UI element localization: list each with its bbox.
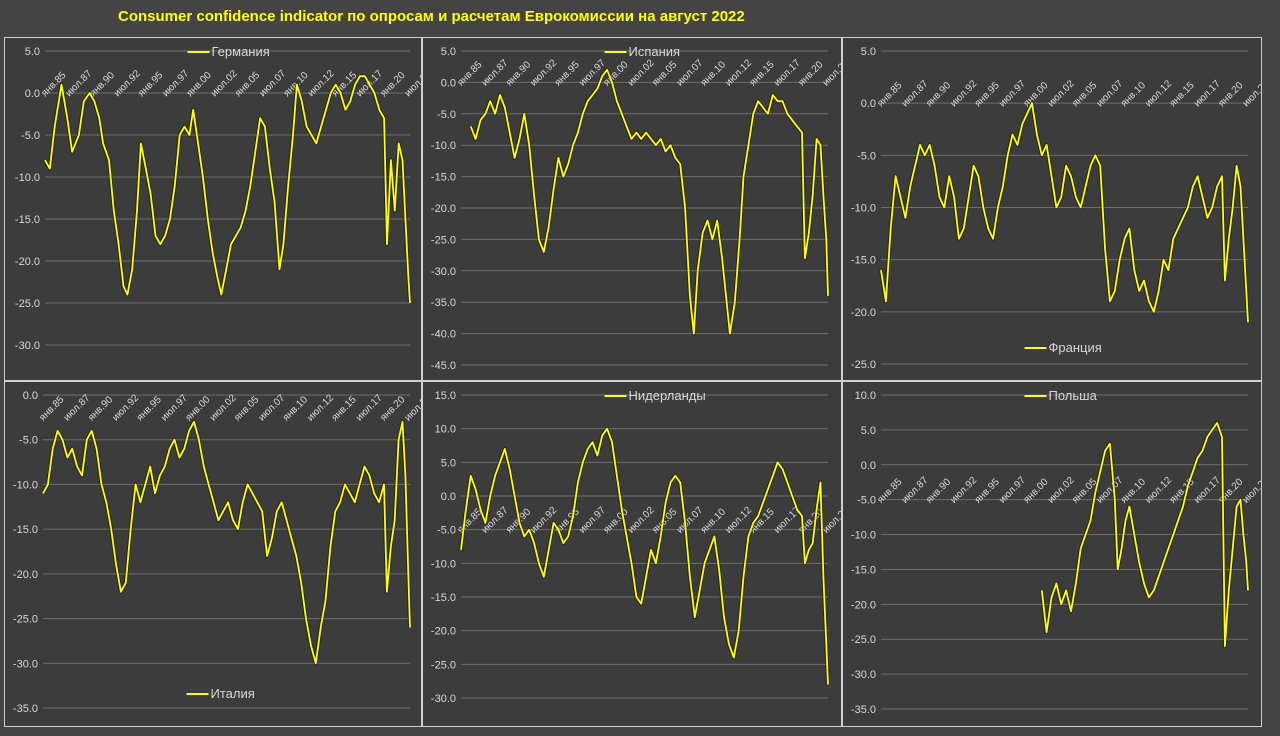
y-tick-label: 0.0: [861, 98, 876, 110]
legend-label: Нидерланды: [629, 388, 706, 403]
series-line-shadow: [879, 101, 1250, 323]
y-tick-label: 10.0: [435, 424, 456, 436]
legend: Франция: [1024, 340, 1102, 355]
y-tick-label: -25.0: [851, 634, 876, 646]
y-tick-label: -20.0: [431, 203, 456, 215]
y-tick-label: -15.0: [851, 564, 876, 576]
x-tick-label: июл.22: [821, 57, 841, 88]
y-tick-label: 15.0: [435, 390, 456, 402]
y-tick-label: -30.0: [431, 266, 456, 278]
y-tick-label: 5.0: [25, 46, 40, 58]
series-line: [42, 420, 411, 665]
legend: Нидерланды: [604, 388, 706, 403]
chart-panel-spain: 5.0 0.0 -5.0 -10.0 -15.0 -20.0 -25.0 -30.0 -35.0…: [422, 37, 842, 381]
series-line-shadow: [459, 426, 830, 685]
series-line: [44, 75, 411, 304]
y-tick-label: -35.0: [851, 704, 876, 716]
y-tick-label: -5.0: [19, 435, 38, 447]
x-tick-label: июл.22: [1241, 475, 1261, 506]
y-tick-label: -15.0: [851, 255, 876, 267]
y-tick-label: 0.0: [441, 77, 456, 89]
legend: Польша: [1024, 388, 1098, 403]
y-tick-label: -10.0: [851, 530, 876, 542]
y-tick-label: -25.0: [431, 234, 456, 246]
x-tick-label: янв.85: [455, 59, 484, 88]
y-tick-label: -5.0: [857, 495, 876, 507]
chart-panel-france: 5.0 0.0 -5.0 -10.0 -15.0 -20.0 -25.0 янв.85 июл.…: [842, 37, 1262, 381]
legend-label: Германия: [212, 44, 270, 59]
y-tick-label: 5.0: [441, 457, 456, 469]
y-tick-label: -10.0: [851, 203, 876, 215]
chart-svg-germany: 5.00.0-5.0-10.0-15.0-20.0-25.0-30.0янв.8…: [15, 44, 421, 352]
y-tick-label: -5.0: [437, 109, 456, 121]
y-tick-label: -40.0: [431, 329, 456, 341]
y-tick-label: -45.0: [431, 360, 456, 372]
legend: Испания: [604, 44, 681, 59]
legend-label: Испания: [629, 44, 681, 59]
y-tick-label: -25.0: [851, 359, 876, 371]
y-tick-label: -5.0: [21, 130, 40, 142]
x-tick-label: июл.22: [403, 68, 421, 99]
y-tick-label: -20.0: [431, 626, 456, 638]
y-tick-label: -30.0: [431, 693, 456, 705]
page-title: Consumer confidence indicator по опросам…: [118, 8, 745, 25]
legend-label: Польша: [1049, 388, 1098, 403]
y-tick-label: -10.0: [13, 479, 38, 491]
x-tick-label: янв.85: [37, 394, 66, 423]
y-tick-label: -10.0: [15, 172, 40, 184]
chart-panel-poland: 10.0 5.0 0.0 -5.0 -10.0 -15.0 -20.0 -25.0 -30.0 -…: [842, 381, 1262, 727]
x-tick-label: июл.22: [403, 392, 421, 423]
series-line-shadow: [468, 67, 830, 336]
y-tick-label: 0.0: [441, 491, 456, 503]
y-tick-label: -10.0: [431, 140, 456, 152]
y-tick-label: -25.0: [13, 614, 38, 626]
y-tick-label: -30.0: [851, 669, 876, 681]
series-line: [460, 427, 829, 685]
y-tick-label: -15.0: [431, 592, 456, 604]
chart-panel-germany: 5.0 0.0 -5.0 -10.0 -15.0 -20.0 -25.0 -30.0 янв.8…: [4, 37, 422, 381]
y-tick-label: 5.0: [861, 46, 876, 58]
y-tick-label: 5.0: [441, 46, 456, 58]
y-tick-label: -5.0: [437, 525, 456, 537]
series-line-shadow: [43, 74, 412, 304]
chart-svg-france: 5.0 0.0 -5.0 -10.0 -15.0 -20.0 -25.0 янв.85 июл.…: [851, 46, 1261, 371]
y-tick-label: -20.0: [13, 569, 38, 581]
y-tick-label: -5.0: [857, 150, 876, 162]
y-tick-label: -35.0: [431, 297, 456, 309]
chart-panel-italy: 0.0 -5.0 -10.0 -15.0 -20.0 -25.0 -30.0 -35.0 янв…: [4, 381, 422, 727]
y-tick-label: -35.0: [13, 703, 38, 715]
y-tick-label: -15.0: [431, 172, 456, 184]
legend-label: Италия: [211, 686, 255, 701]
y-tick-label: -15.0: [13, 524, 38, 536]
y-tick-label: 0.0: [861, 460, 876, 472]
series-line: [880, 102, 1249, 323]
x-tick-label: янв.85: [875, 476, 904, 505]
x-tick-label: июл.22: [1241, 78, 1261, 109]
legend-label: Франция: [1049, 340, 1102, 355]
y-tick-label: 0.0: [23, 390, 38, 402]
legend: Германия: [187, 44, 270, 59]
y-tick-label: 10.0: [855, 390, 876, 402]
series-line: [1040, 422, 1249, 648]
y-tick-label: 0.0: [25, 88, 40, 100]
y-tick-label: -20.0: [851, 307, 876, 319]
y-tick-label: -15.0: [15, 214, 40, 226]
y-tick-label: 5.0: [861, 425, 876, 437]
chart-svg-netherlands: 15.0 10.0 5.0 0.0 -5.0 -10.0 -15.0 -20.0 -25.0 -3…: [431, 388, 841, 705]
series-line: [469, 68, 829, 335]
legend: Италия: [186, 686, 255, 701]
y-tick-label: -20.0: [15, 256, 40, 268]
x-tick-label: янв.85: [875, 80, 904, 109]
y-tick-label: -30.0: [13, 658, 38, 670]
chart-svg-italy: 0.0 -5.0 -10.0 -15.0 -20.0 -25.0 -30.0 -35.0 янв…: [13, 390, 421, 715]
chart-panel-netherlands: 15.0 10.0 5.0 0.0 -5.0 -10.0 -15.0 -20.0 -25.0 -3…: [422, 381, 842, 727]
y-tick-label: -20.0: [851, 599, 876, 611]
y-tick-label: -30.0: [15, 340, 40, 352]
y-tick-label: -10.0: [431, 558, 456, 570]
y-tick-label: -25.0: [431, 659, 456, 671]
chart-svg-poland: 10.0 5.0 0.0 -5.0 -10.0 -15.0 -20.0 -25.0 -30.0 -…: [851, 388, 1261, 716]
chart-svg-spain: 5.0 0.0 -5.0 -10.0 -15.0 -20.0 -25.0 -30.0 -35.0…: [431, 44, 841, 372]
y-tick-label: -25.0: [15, 298, 40, 310]
